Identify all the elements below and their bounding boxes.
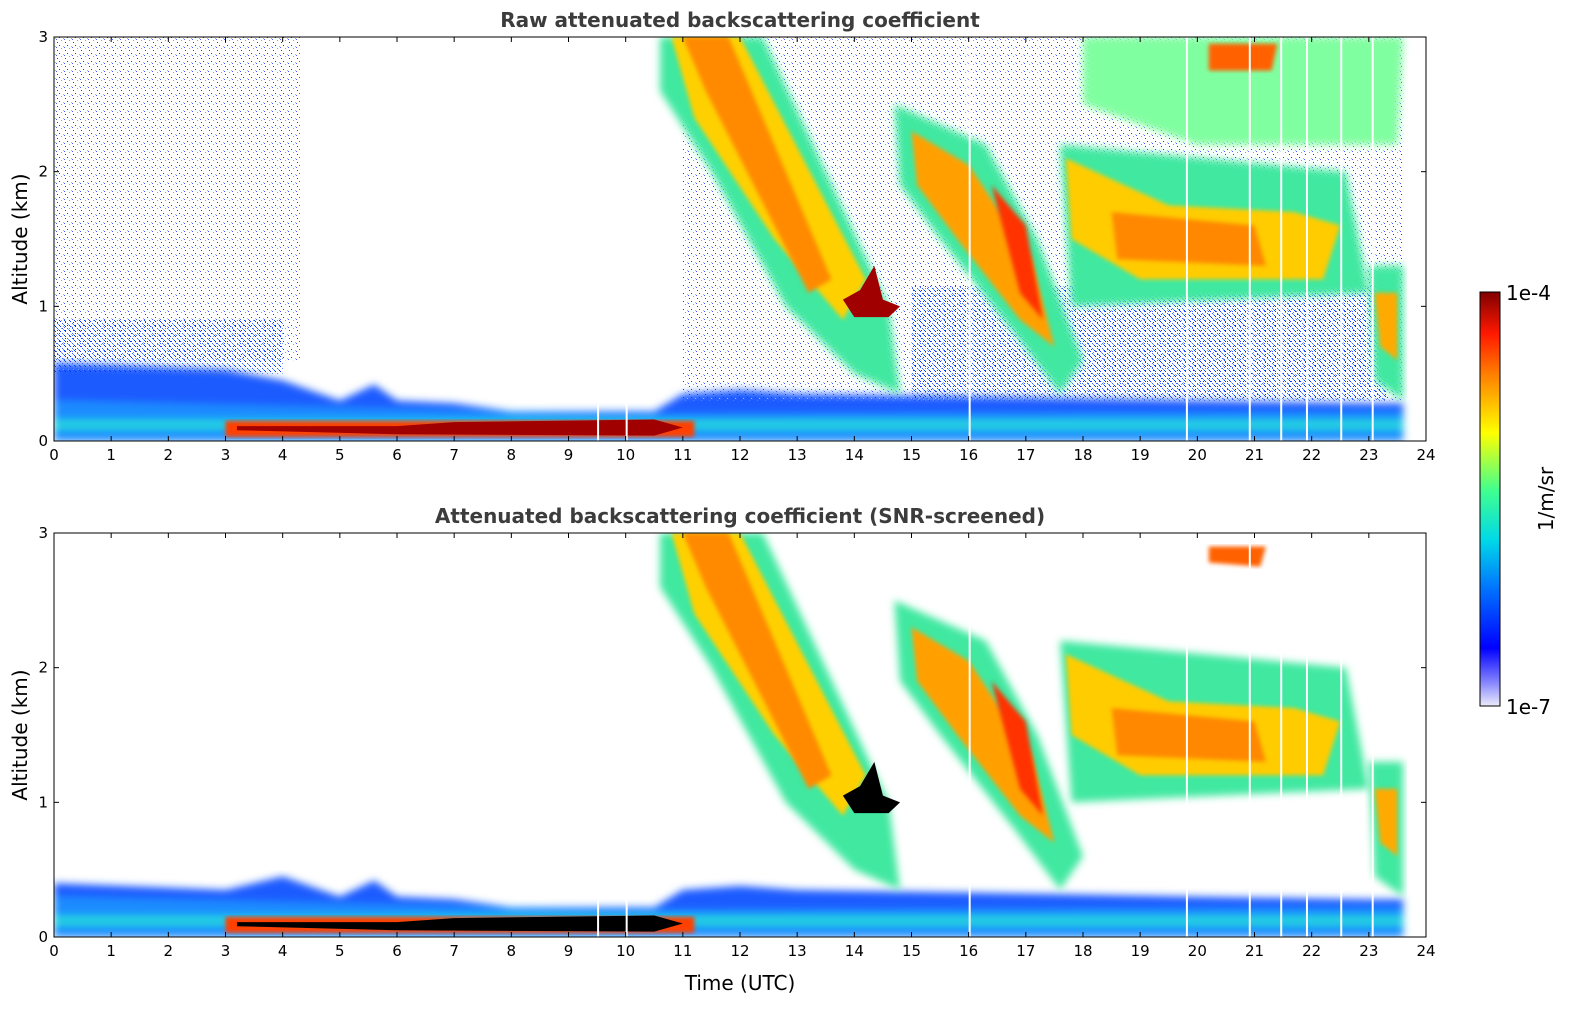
- y-tick-label: 2: [38, 659, 48, 677]
- x-tick-label: 13: [788, 942, 807, 960]
- x-tick-label: 24: [1416, 942, 1435, 960]
- panel-screened: Attenuated backscattering coefficient (S…: [8, 504, 1436, 995]
- heatmap-area: [54, 37, 1426, 441]
- y-tick-label: 0: [38, 432, 48, 450]
- y-axis-label: Altitude (km): [8, 669, 32, 800]
- x-tick-label: 7: [449, 942, 459, 960]
- x-tick-label: 12: [730, 446, 749, 464]
- x-tick-label: 20: [1188, 446, 1207, 464]
- colorbar-max-label: 1e-4: [1506, 281, 1551, 305]
- y-tick-label: 0: [38, 928, 48, 946]
- x-tick-label: 6: [392, 446, 402, 464]
- x-axis-label: Time (UTC): [684, 971, 796, 995]
- x-tick-label: 12: [730, 942, 749, 960]
- colorbar: 1e-4 1e-7 1/m/sr: [1479, 281, 1558, 719]
- x-tick-label: 8: [507, 446, 517, 464]
- x-tick-label: 9: [564, 942, 574, 960]
- y-tick-label: 2: [38, 163, 48, 181]
- x-tick-label: 10: [616, 446, 635, 464]
- x-tick-label: 15: [902, 446, 921, 464]
- x-tick-label: 2: [164, 942, 174, 960]
- x-tick-label: 6: [392, 942, 402, 960]
- colorbar-min-label: 1e-7: [1506, 695, 1551, 719]
- x-tick-label: 14: [845, 446, 864, 464]
- x-tick-label: 15: [902, 942, 921, 960]
- x-tick-label: 24: [1416, 446, 1435, 464]
- x-tick-label: 22: [1302, 446, 1321, 464]
- y-tick-label: 1: [38, 297, 48, 315]
- x-tick-label: 3: [221, 942, 231, 960]
- x-tick-label: 10: [616, 942, 635, 960]
- x-tick-label: 23: [1359, 942, 1378, 960]
- x-tick-label: 18: [1073, 942, 1092, 960]
- x-tick-label: 5: [335, 446, 345, 464]
- x-tick-label: 9: [564, 446, 574, 464]
- x-tick-label: 11: [673, 446, 692, 464]
- x-tick-label: 23: [1359, 446, 1378, 464]
- x-tick-label: 21: [1245, 446, 1264, 464]
- x-tick-label: 17: [1016, 942, 1035, 960]
- heatmap-area: [54, 533, 1426, 937]
- x-tick-label: 19: [1131, 446, 1150, 464]
- x-tick-label: 16: [959, 942, 978, 960]
- y-tick-label: 3: [38, 524, 48, 542]
- x-tick-label: 16: [959, 446, 978, 464]
- x-tick-label: 17: [1016, 446, 1035, 464]
- chart-title: Attenuated backscattering coefficient (S…: [435, 504, 1045, 528]
- x-tick-label: 0: [49, 446, 59, 464]
- x-tick-label: 19: [1131, 942, 1150, 960]
- y-axis-label: Altitude (km): [8, 173, 32, 304]
- x-tick-label: 18: [1073, 446, 1092, 464]
- x-tick-label: 3: [221, 446, 231, 464]
- x-tick-label: 1: [106, 446, 116, 464]
- x-tick-label: 1: [106, 942, 116, 960]
- x-tick-label: 20: [1188, 942, 1207, 960]
- colorbar-scale: [1479, 291, 1501, 707]
- colorbar-label: 1/m/sr: [1534, 466, 1558, 531]
- x-tick-label: 11: [673, 942, 692, 960]
- x-tick-label: 0: [49, 942, 59, 960]
- x-tick-label: 21: [1245, 942, 1264, 960]
- x-tick-label: 22: [1302, 942, 1321, 960]
- x-tick-label: 5: [335, 942, 345, 960]
- x-tick-label: 4: [278, 446, 288, 464]
- x-tick-label: 13: [788, 446, 807, 464]
- axes: 0 1 2 3 4 5 6 7 8 9 10 11 12 13 14 15 16 17 18 19 20 21 22 23 24…: [38, 524, 1435, 960]
- y-tick-label: 1: [38, 793, 48, 811]
- x-tick-label: 7: [449, 446, 459, 464]
- x-tick-label: 4: [278, 942, 288, 960]
- x-tick-label: 8: [507, 942, 517, 960]
- y-tick-label: 3: [38, 28, 48, 46]
- x-tick-label: 2: [164, 446, 174, 464]
- axes: 0 1 2 3 4 5 6 7 8 9 10 11 12 13 14 15 16 17 18 19 20 21 22 23 24…: [38, 28, 1435, 464]
- chart-title: Raw attenuated backscattering coefficien…: [500, 8, 980, 32]
- x-tick-label: 14: [845, 942, 864, 960]
- panel-raw: Raw attenuated backscattering coefficien…: [8, 8, 1436, 464]
